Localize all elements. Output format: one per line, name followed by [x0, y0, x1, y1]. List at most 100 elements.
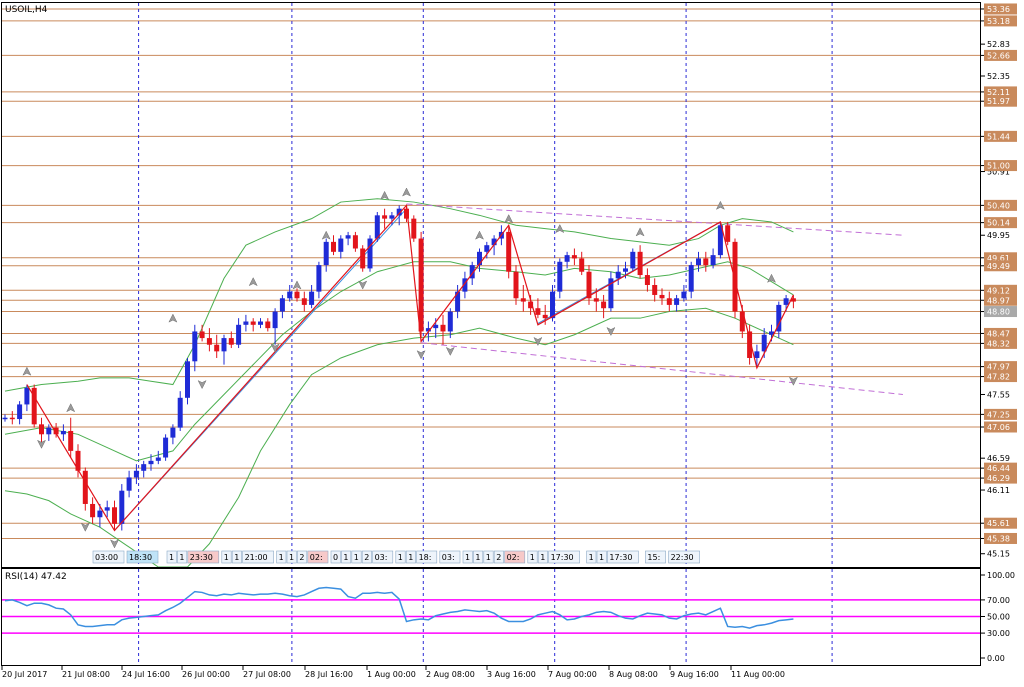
event-tag-text: 02:	[507, 553, 520, 562]
candle	[104, 500, 110, 518]
candle	[462, 271, 468, 299]
candle	[53, 423, 59, 438]
main-panel-border	[1, 2, 981, 568]
candle-body	[141, 464, 147, 471]
candle	[163, 434, 169, 461]
candle-body	[652, 285, 658, 295]
candle-body	[659, 294, 665, 299]
event-tag-box	[483, 550, 494, 564]
event-tag-text: 1	[279, 553, 284, 562]
event-tag-text: 18:	[419, 553, 432, 562]
candle	[133, 464, 139, 485]
fractal-arrow-up	[292, 280, 302, 290]
event-tag-text: 1	[354, 553, 359, 562]
axis-tick-label: 52.35	[987, 72, 1010, 81]
candle-body	[477, 251, 482, 266]
price-badge	[984, 462, 1017, 474]
candle-body	[133, 470, 139, 478]
fractal-arrow-up	[474, 230, 485, 240]
event-tag-text: 22:30	[671, 553, 694, 562]
candle-body	[674, 298, 680, 305]
price-badge-label: 50.14	[987, 219, 1010, 228]
price-badge	[984, 86, 1017, 98]
price-badge-label: 48.97	[987, 296, 1010, 305]
candle	[221, 334, 227, 365]
candle	[382, 208, 388, 229]
candle	[228, 331, 234, 349]
candle-body	[389, 215, 395, 219]
event-tag-text: 1	[486, 553, 491, 562]
candle	[148, 454, 154, 471]
price-badge-label: 47.25	[987, 410, 1010, 419]
candle-body	[75, 450, 81, 471]
channel-line	[421, 342, 903, 395]
candle-body	[455, 291, 461, 312]
price-badge	[984, 371, 1017, 383]
price-levels	[2, 8, 981, 539]
candle	[17, 401, 23, 425]
candle-body	[382, 215, 388, 219]
candle	[630, 248, 636, 272]
candle	[236, 318, 242, 349]
time-tick-label: 21 Jul 08:00	[62, 670, 110, 679]
candle	[725, 221, 731, 246]
price-badge	[984, 337, 1017, 349]
price-badge-label: 49.49	[987, 262, 1010, 271]
rsi-panel-border	[1, 568, 981, 666]
candle-body	[163, 437, 169, 458]
candle-body	[60, 430, 66, 435]
price-badge	[984, 284, 1017, 296]
price-badge	[984, 217, 1017, 229]
candle	[389, 212, 395, 226]
fractal-arrow-up	[715, 200, 725, 210]
candle-body	[542, 314, 548, 319]
candle-body	[637, 251, 643, 276]
candle-body	[199, 331, 205, 339]
candle	[24, 384, 30, 412]
price-badge	[984, 95, 1017, 107]
event-tag-text: 18:30	[129, 553, 152, 562]
rsi-axis-label: 50.00	[987, 613, 1010, 622]
candle	[688, 261, 694, 299]
candle	[440, 314, 446, 345]
event-tag-text: 15:	[647, 553, 660, 562]
bollinger-lower	[4, 307, 794, 568]
candle-body	[761, 334, 767, 352]
event-tag-box	[462, 550, 473, 564]
candle	[542, 304, 548, 325]
candle-body	[601, 301, 607, 309]
event-tag-box	[596, 550, 607, 564]
candle-body	[236, 324, 242, 345]
candlesticks	[2, 205, 796, 531]
candle	[155, 450, 161, 465]
candle	[206, 328, 212, 352]
event-tag-box	[341, 550, 352, 564]
candle	[447, 308, 453, 339]
candle	[637, 245, 643, 279]
candle	[39, 417, 44, 445]
candle	[75, 444, 81, 478]
candle-body	[309, 291, 315, 305]
candle	[112, 500, 117, 531]
event-tag-box	[607, 550, 639, 564]
candle-body	[214, 344, 220, 352]
event-tag-box	[276, 550, 287, 564]
event-tag-text: 1	[343, 553, 348, 562]
candle	[776, 301, 782, 339]
axis-tick-label: 46.11	[987, 486, 1010, 495]
candle-body	[681, 291, 687, 299]
candle-body	[688, 265, 694, 292]
candle	[46, 424, 52, 441]
candle	[352, 231, 358, 252]
candle-body	[104, 507, 110, 511]
candle	[659, 288, 665, 305]
candle-body	[177, 397, 183, 428]
fractal-arrow-up	[380, 190, 390, 200]
price-badge	[984, 421, 1017, 433]
candle-body	[579, 258, 585, 272]
candle	[666, 291, 672, 312]
candle	[674, 294, 680, 312]
